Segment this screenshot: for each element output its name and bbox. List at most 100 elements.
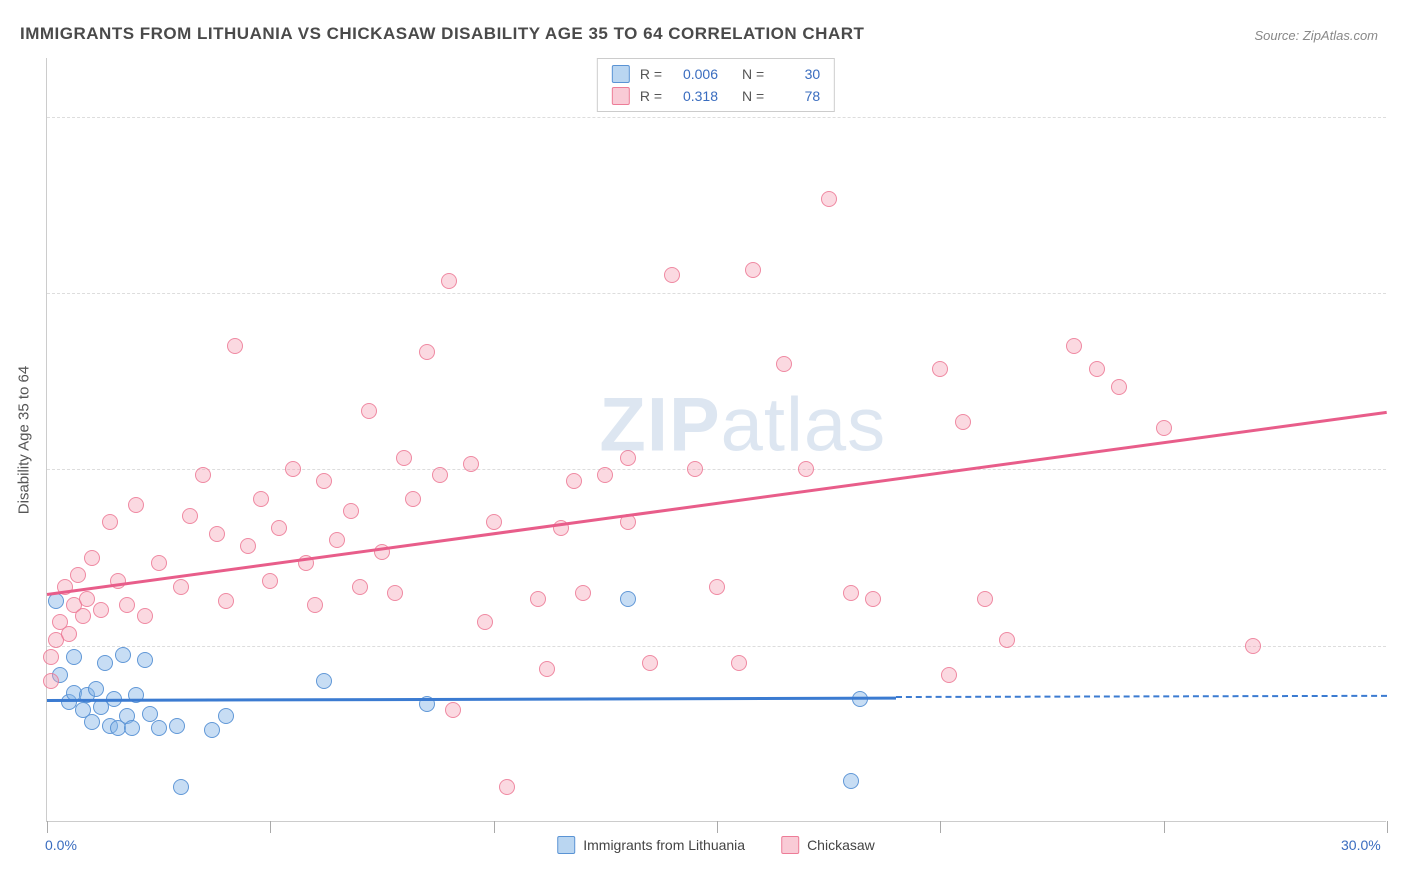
data-point — [88, 681, 104, 697]
legend-r-value: 0.006 — [672, 66, 718, 82]
data-point — [597, 467, 613, 483]
regression-line-extrapolated — [896, 695, 1387, 698]
legend-row: R =0.318N =78 — [612, 85, 820, 107]
x-axis-tick-label: 30.0% — [1341, 837, 1381, 853]
data-point — [307, 597, 323, 613]
data-point — [776, 356, 792, 372]
data-point — [1156, 420, 1172, 436]
legend-series: Immigrants from Lithuania Chickasaw — [557, 836, 875, 854]
data-point — [821, 191, 837, 207]
x-axis-tick — [1387, 821, 1388, 833]
data-point — [43, 649, 59, 665]
data-point — [620, 450, 636, 466]
data-point — [999, 632, 1015, 648]
data-point — [70, 567, 86, 583]
y-axis-title: Disability Age 35 to 64 — [16, 366, 33, 514]
legend-swatch — [612, 65, 630, 83]
data-point — [173, 579, 189, 595]
data-point — [75, 608, 91, 624]
legend-row: R = 0.006 N = 30 — [612, 63, 820, 85]
x-axis-tick — [494, 821, 495, 833]
data-point — [396, 450, 412, 466]
data-point — [343, 503, 359, 519]
data-point — [262, 573, 278, 589]
data-point — [253, 491, 269, 507]
chart-title: IMMIGRANTS FROM LITHUANIA VS CHICKASAW D… — [20, 24, 864, 44]
x-axis-tick — [1164, 821, 1165, 833]
data-point — [316, 673, 332, 689]
data-point — [539, 661, 555, 677]
data-point — [48, 593, 64, 609]
data-point — [209, 526, 225, 542]
data-point — [137, 608, 153, 624]
data-point — [102, 514, 118, 530]
data-point — [137, 652, 153, 668]
data-point — [865, 591, 881, 607]
data-point — [93, 602, 109, 618]
regression-line — [47, 696, 896, 701]
data-point — [941, 667, 957, 683]
data-point — [169, 718, 185, 734]
legend-r-label: R = — [640, 88, 662, 104]
data-point — [432, 467, 448, 483]
legend-n-value: 78 — [774, 88, 820, 104]
gridline — [47, 293, 1386, 294]
gridline — [47, 469, 1386, 470]
data-point — [271, 520, 287, 536]
data-point — [285, 461, 301, 477]
data-point — [182, 508, 198, 524]
data-point — [151, 555, 167, 571]
data-point — [43, 673, 59, 689]
data-point — [499, 779, 515, 795]
gridline — [47, 117, 1386, 118]
gridline — [47, 646, 1386, 647]
data-point — [1111, 379, 1127, 395]
data-point — [204, 722, 220, 738]
plot-area: 15.0%30.0%45.0%60.0%0.0%30.0% — [46, 58, 1386, 822]
data-point — [932, 361, 948, 377]
data-point — [843, 773, 859, 789]
data-point — [79, 591, 95, 607]
data-point — [445, 702, 461, 718]
x-axis-tick-label: 0.0% — [45, 837, 77, 853]
legend-swatch — [557, 836, 575, 854]
data-point — [97, 655, 113, 671]
legend-label: Chickasaw — [807, 837, 875, 853]
legend-label: Immigrants from Lithuania — [583, 837, 745, 853]
data-point — [218, 708, 234, 724]
legend-r-label: R = — [640, 66, 662, 82]
legend-n-label: N = — [742, 88, 764, 104]
data-point — [566, 473, 582, 489]
data-point — [218, 593, 234, 609]
data-point — [745, 262, 761, 278]
legend-correlation: R =0.006N =30R =0.318N =78 — [597, 58, 835, 112]
data-point — [441, 273, 457, 289]
legend-swatch — [612, 87, 630, 105]
regression-line — [47, 411, 1387, 596]
legend-item: Chickasaw — [781, 836, 875, 854]
data-point — [1245, 638, 1261, 654]
data-point — [240, 538, 256, 554]
legend-n-label: N = — [742, 66, 764, 82]
data-point — [195, 467, 211, 483]
data-point — [477, 614, 493, 630]
data-point — [486, 514, 502, 530]
data-point — [66, 649, 82, 665]
chart-container: 15.0%30.0%45.0%60.0%0.0%30.0% Disability… — [46, 58, 1386, 822]
data-point — [463, 456, 479, 472]
data-point — [115, 647, 131, 663]
data-point — [843, 585, 859, 601]
data-point — [128, 497, 144, 513]
data-point — [387, 585, 403, 601]
data-point — [361, 403, 377, 419]
data-point — [227, 338, 243, 354]
x-axis-tick — [47, 821, 48, 833]
x-axis-tick — [940, 821, 941, 833]
data-point — [84, 714, 100, 730]
data-point — [405, 491, 421, 507]
legend-n-value: 30 — [774, 66, 820, 82]
x-axis-tick — [717, 821, 718, 833]
data-point — [664, 267, 680, 283]
data-point — [530, 591, 546, 607]
data-point — [110, 573, 126, 589]
